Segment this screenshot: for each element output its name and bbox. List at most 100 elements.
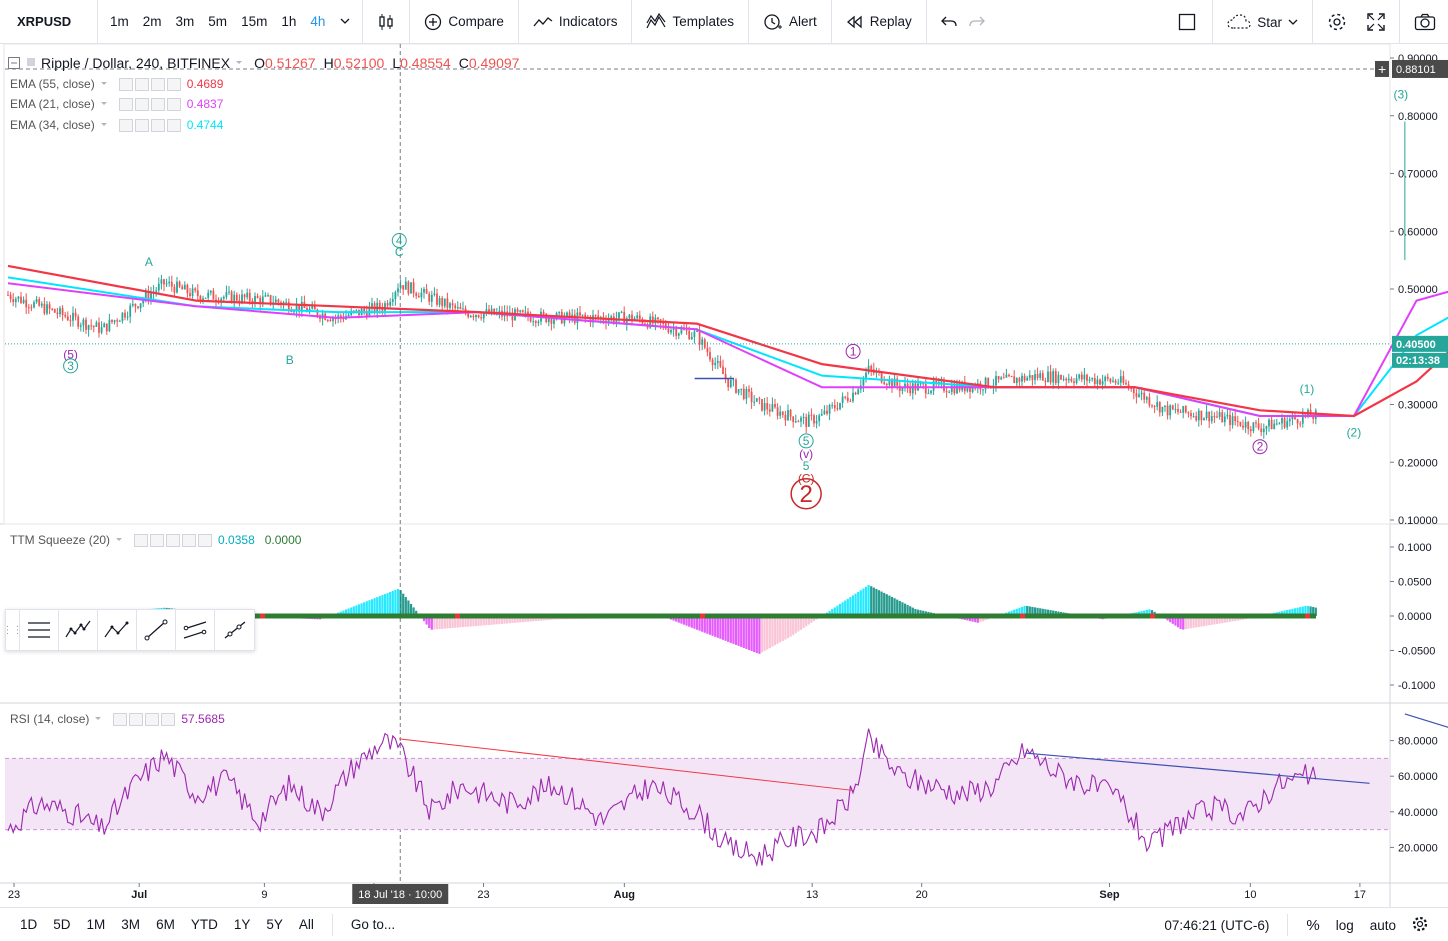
ttm-bar xyxy=(885,594,888,616)
chart-type-button[interactable] xyxy=(367,0,405,44)
candle-body xyxy=(670,330,672,333)
interval-5m[interactable]: 5m xyxy=(208,13,228,29)
ttm-bar xyxy=(477,616,480,626)
square-icon xyxy=(1179,13,1196,31)
range-6m[interactable]: 6M xyxy=(156,917,175,932)
redo-button[interactable] xyxy=(967,0,995,44)
ttm-bar xyxy=(875,588,878,616)
chart-title[interactable]: Ripple / Dollar, 240, BITFINEX xyxy=(41,55,231,71)
horizontal-lines-tool[interactable] xyxy=(20,610,59,650)
ema21-controls[interactable] xyxy=(118,97,181,111)
interval-dropdown[interactable] xyxy=(332,0,358,44)
replay-button[interactable]: Replay xyxy=(836,0,922,44)
y-tick-label: 0.0000 xyxy=(1398,611,1432,623)
indicators-icon xyxy=(533,16,553,26)
range-3m[interactable]: 3M xyxy=(121,917,141,932)
candle-body xyxy=(1247,421,1250,430)
ttm-legend[interactable]: TTM Squeeze (20) 0.0358 0.0000 xyxy=(10,533,301,547)
star-button[interactable]: Star xyxy=(1217,0,1308,44)
candle-body xyxy=(805,416,808,427)
ttm-bar xyxy=(498,616,501,625)
ttm-bar xyxy=(1031,606,1034,616)
indicators-button[interactable]: Indicators xyxy=(523,0,628,44)
fullscreen-toggle[interactable] xyxy=(1166,0,1208,44)
ttm-bar xyxy=(378,596,381,616)
ttm-bar xyxy=(714,616,717,637)
ttm-bar xyxy=(708,616,712,635)
log-toggle[interactable]: log xyxy=(1335,917,1354,933)
ttm-bar xyxy=(698,616,701,631)
interval-1m[interactable]: 1m xyxy=(110,13,129,29)
symbol-search[interactable]: XRPUSD xyxy=(0,0,98,44)
candle-body xyxy=(865,372,867,378)
goto-button[interactable]: Go to... xyxy=(350,917,396,932)
alert-label: Alert xyxy=(788,14,817,29)
templates-button[interactable]: Templates xyxy=(636,0,744,44)
chart-area[interactable]: 0.900000.800000.700000.600000.500000.400… xyxy=(0,43,1448,907)
ttm-bar xyxy=(836,605,839,616)
expand-button[interactable] xyxy=(1357,0,1395,44)
scale-settings-button[interactable] xyxy=(1404,916,1448,935)
range-5y[interactable]: 5Y xyxy=(266,917,283,932)
candle-body xyxy=(228,291,230,293)
clock-readout[interactable]: 07:46:21 (UTC-6) xyxy=(1164,917,1270,933)
drawing-tools-panel: ⋮⋮ xyxy=(3,609,255,651)
candle-body xyxy=(204,297,207,299)
range-5d[interactable]: 5D xyxy=(53,917,71,932)
drag-handle-icon[interactable]: ⋮⋮ xyxy=(3,610,23,650)
ema55-controls[interactable] xyxy=(118,77,181,91)
candle-body xyxy=(729,380,732,388)
caret-down-icon[interactable] xyxy=(234,59,244,67)
ttm-controls[interactable] xyxy=(134,533,213,547)
ema34-legend[interactable]: EMA (34, close) 0.4744 xyxy=(10,118,223,132)
candle-body xyxy=(1281,418,1283,424)
ema34-controls[interactable] xyxy=(118,118,181,132)
candle-body xyxy=(1057,374,1060,384)
range-1d[interactable]: 1D xyxy=(20,917,38,932)
rsi-legend[interactable]: RSI (14, close) 57.5685 xyxy=(10,712,225,726)
ttm-bar xyxy=(1301,606,1304,616)
rsi-trendline-blue xyxy=(1025,752,1370,784)
ohlc-open-value: 0.51267 xyxy=(264,55,316,71)
snapshot-button[interactable] xyxy=(1404,0,1448,44)
interval-4h[interactable]: 4h xyxy=(310,13,326,29)
chart-canvas[interactable]: 0.900000.800000.700000.600000.500000.400… xyxy=(0,43,1448,907)
candle-body xyxy=(415,293,418,296)
undo-button[interactable] xyxy=(931,0,967,44)
candle-body xyxy=(293,311,295,313)
settings-button[interactable] xyxy=(1317,0,1357,44)
ttm-bar xyxy=(503,616,506,624)
auto-toggle[interactable]: auto xyxy=(1369,917,1396,933)
candle-body xyxy=(589,316,592,323)
elliott-impulse-tool[interactable] xyxy=(59,610,98,650)
range-1y[interactable]: 1Y xyxy=(233,917,251,932)
wave-label-circle xyxy=(391,233,407,249)
range-ytd[interactable]: YTD xyxy=(190,917,218,932)
interval-2m[interactable]: 2m xyxy=(142,13,162,29)
candle-body xyxy=(774,404,776,408)
ttm-bar xyxy=(480,616,483,626)
ray-tool[interactable] xyxy=(215,610,254,650)
range-1m[interactable]: 1M xyxy=(86,917,106,932)
compare-button[interactable]: Compare xyxy=(414,0,514,44)
candle-body xyxy=(768,409,771,412)
y-tick-label: 0.1000 xyxy=(1398,542,1432,554)
range-all[interactable]: All xyxy=(298,917,314,932)
collapse-icon[interactable] xyxy=(8,57,20,69)
rsi-controls[interactable] xyxy=(113,712,176,726)
ema55-legend[interactable]: EMA (55, close) 0.4689 xyxy=(10,77,223,91)
parallel-channel-tool[interactable] xyxy=(176,610,215,650)
ema21-legend[interactable]: EMA (21, close) 0.4837 xyxy=(10,97,223,111)
percent-toggle[interactable]: % xyxy=(1306,916,1320,934)
candle-body xyxy=(131,303,134,306)
interval-1h[interactable]: 1h xyxy=(281,13,297,29)
trend-line-tool[interactable] xyxy=(137,610,176,650)
interval-3m[interactable]: 3m xyxy=(175,13,195,29)
ttm-bar xyxy=(877,590,881,616)
alert-button[interactable]: Alert xyxy=(753,0,827,44)
toolbar-divider xyxy=(631,0,633,44)
ttm-bar xyxy=(916,609,920,616)
top-toolbar: XRPUSD 1m 2m 3m 5m 15m 1h 4h Compare Indicator… xyxy=(0,0,1448,44)
interval-15m[interactable]: 15m xyxy=(241,13,268,29)
elliott-correction-tool[interactable] xyxy=(98,610,137,650)
